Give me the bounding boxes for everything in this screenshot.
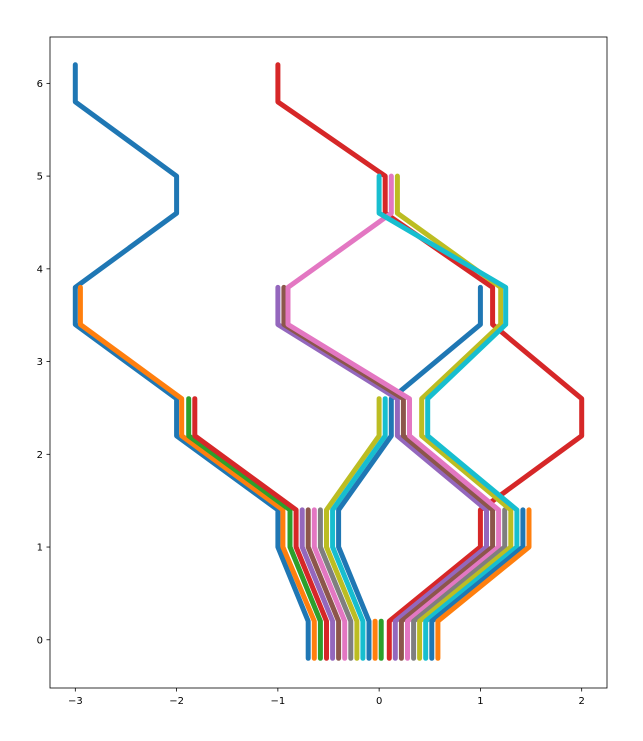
series-line [330,396,388,661]
series-line [186,396,323,661]
series-line [72,62,311,661]
series-line [317,507,354,661]
series-line [305,507,342,661]
x-tick-label: −2 [169,696,184,707]
y-tick-label: 5 [37,172,43,183]
series-line [376,173,520,661]
y-tick-label: 0 [37,635,43,646]
series-line [285,173,502,661]
series-line [275,62,585,661]
series-line [411,507,508,661]
series-line [311,507,348,661]
series-line [77,284,317,661]
y-tick-label: 4 [37,264,43,275]
x-axis: −3 −2 −1 0 1 2 [68,688,585,707]
x-tick-label: 1 [477,696,483,707]
series-line [275,284,489,661]
x-tick-label: 2 [578,696,584,707]
series-line [324,396,382,661]
y-tick-label: 3 [37,357,43,368]
x-tick-label: −3 [68,696,83,707]
series-line [394,173,514,661]
x-tick-label: −1 [270,696,285,707]
y-tick-label: 1 [37,543,43,554]
y-axis: 0 1 2 3 4 5 6 [37,79,50,646]
series-layer [72,62,585,661]
axes-frame [49,36,608,689]
series-line [429,507,526,661]
y-tick-label: 2 [37,450,43,461]
series-line [192,396,329,661]
y-tick-label: 6 [37,79,43,90]
series-line [336,284,483,661]
series-line [299,507,336,661]
x-tick-label: 0 [376,696,382,707]
series-line [435,507,532,661]
